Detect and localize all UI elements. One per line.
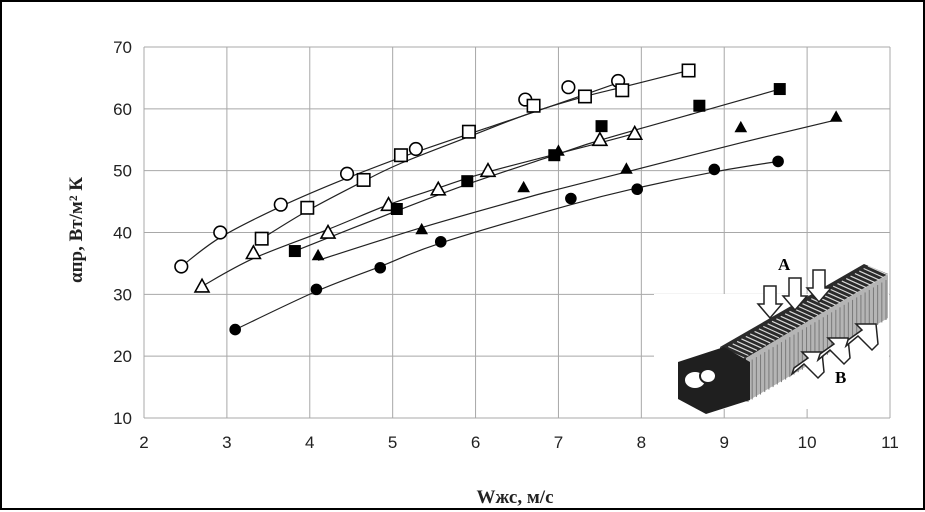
point-square-filled-3-2 [461, 175, 474, 188]
point-square-open-1-0 [254, 231, 269, 246]
point-circle-open-0-6 [561, 80, 576, 95]
point-square-filled-3-0 [288, 245, 301, 258]
point-circle-open-0-4 [408, 141, 423, 157]
air-arrows-b [790, 323, 879, 380]
point-triangle-filled-4-3 [552, 144, 565, 156]
point-square-filled-3-5 [693, 99, 706, 112]
point-square-filled-3-6 [773, 83, 786, 96]
point-square-open-1-8 [681, 63, 696, 78]
inset-label-b: B [835, 368, 846, 387]
air-arrows-a [756, 269, 833, 320]
y-tick-label-4: 50 [113, 162, 132, 181]
point-circle-open-0-1 [213, 225, 228, 240]
point-triangle-open-2-0 [193, 277, 211, 293]
point-triangle-filled-4-1 [415, 222, 429, 235]
point-triangle-filled-4-2 [517, 180, 530, 193]
tube-opening-inner [699, 368, 717, 384]
x-tick-label-1: 3 [222, 433, 231, 452]
x-tick-label-6: 8 [637, 433, 646, 452]
x-tick-label-7: 9 [719, 433, 728, 452]
y-tick-label-2: 30 [113, 285, 132, 304]
point-square-filled-3-1 [390, 203, 403, 216]
point-triangle-open-2-5 [479, 162, 497, 178]
x-tick-label-2: 4 [305, 433, 314, 452]
point-square-open-1-6 [577, 89, 592, 104]
point-circle-open-0-2 [273, 197, 288, 212]
point-circle-open-0-0 [174, 259, 189, 274]
point-triangle-open-2-6 [591, 131, 609, 147]
point-square-open-1-2 [356, 172, 371, 187]
y-tick-label-5: 60 [113, 100, 132, 119]
y-axis-label: αпр, Вт/м² К [66, 177, 87, 283]
point-square-open-1-3 [393, 148, 408, 163]
x-tick-label-9: 11 [881, 433, 899, 452]
point-circle-filled-5-7 [772, 155, 784, 168]
point-circle-open-0-3 [339, 166, 355, 181]
point-circle-filled-5-0 [229, 323, 241, 336]
fit-curve-4 [317, 119, 837, 261]
point-triangle-filled-4-4 [620, 162, 633, 174]
point-square-open-1-7 [615, 83, 630, 98]
x-tick-label-5: 7 [554, 433, 563, 452]
fit-curve-0 [180, 82, 619, 267]
x-tick-label-0: 2 [139, 433, 148, 452]
inset-label-a: A [778, 255, 791, 274]
tick-labels: 2 3 4 5 6 7 8 9 10 11 10 20 30 40 50 60 70 [113, 38, 899, 452]
point-circle-filled-5-2 [374, 261, 387, 274]
y-tick-label-1: 20 [113, 347, 132, 366]
point-triangle-open-2-2 [319, 223, 337, 239]
y-tick-label-0: 10 [113, 409, 132, 428]
fin-lines [723, 265, 889, 402]
point-square-open-1-5 [526, 98, 541, 113]
point-circle-filled-5-5 [631, 183, 643, 196]
point-circle-filled-5-3 [434, 235, 447, 248]
point-triangle-filled-4-5 [734, 120, 748, 133]
point-triangle-open-2-7 [626, 124, 644, 140]
point-triangle-filled-4-6 [829, 110, 843, 122]
data-points [174, 63, 843, 336]
x-axis-label: Wжс, м/с [476, 487, 553, 508]
point-circle-filled-5-4 [565, 192, 577, 205]
fit-curve-2 [201, 132, 635, 287]
heat-exchanger-illustration: A B [654, 255, 889, 414]
point-square-open-1-4 [461, 124, 476, 139]
x-tick-label-3: 5 [388, 433, 397, 452]
x-tick-label-8: 10 [798, 433, 817, 452]
point-square-open-1-1 [300, 200, 315, 215]
point-square-filled-3-4 [595, 120, 608, 133]
y-tick-label-6: 70 [113, 38, 132, 57]
y-tick-label-3: 40 [113, 224, 132, 243]
point-triangle-open-2-4 [429, 180, 447, 196]
point-triangle-filled-4-0 [311, 248, 325, 261]
point-triangle-open-2-1 [245, 244, 262, 260]
point-circle-filled-5-6 [708, 163, 721, 176]
point-circle-filled-5-1 [310, 283, 323, 296]
x-tick-label-4: 6 [471, 433, 480, 452]
